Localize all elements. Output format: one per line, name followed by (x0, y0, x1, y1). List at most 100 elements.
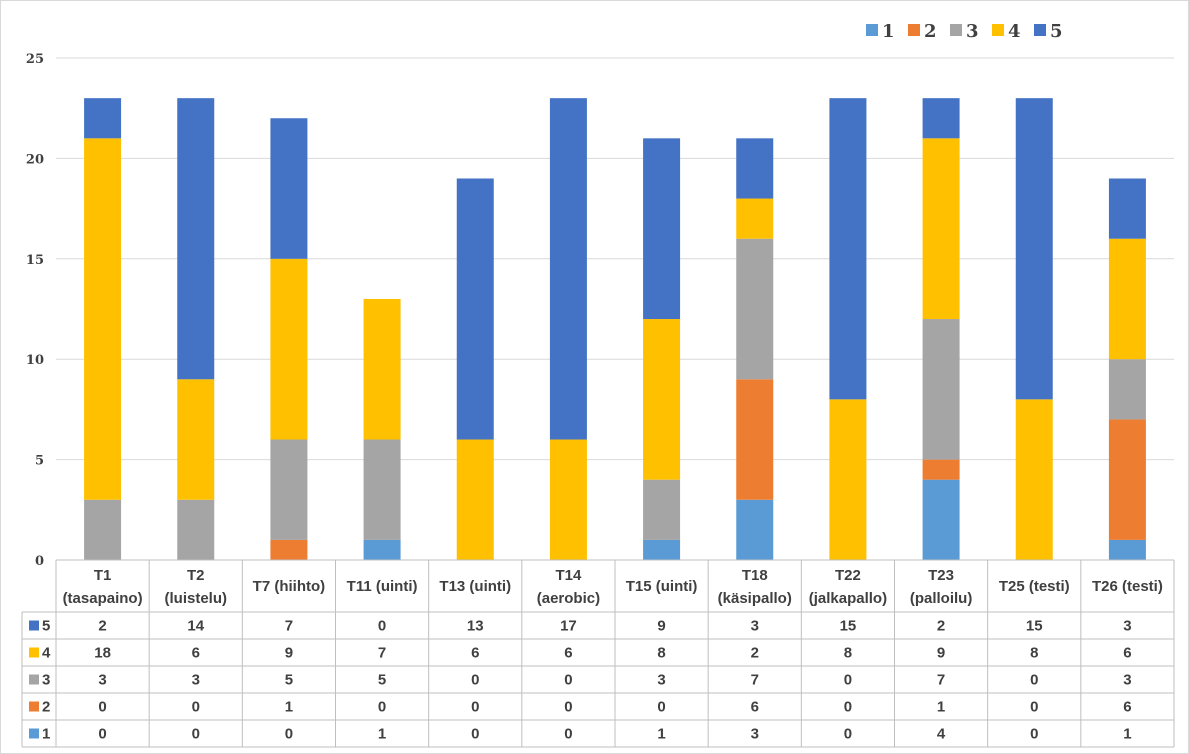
table-cell: 0 (657, 699, 665, 716)
y-tick-label: 15 (26, 253, 44, 268)
table-cell: 6 (564, 645, 572, 662)
category-label: T1 (tasapaino) (63, 567, 143, 607)
row-swatch (29, 674, 39, 685)
bar-segment (736, 379, 774, 500)
row-label: 1 (42, 726, 50, 743)
table-cell: 6 (471, 645, 479, 662)
bar-segment (736, 499, 774, 560)
bar-segment (84, 138, 122, 500)
table-cell: 0 (192, 726, 200, 743)
row-label: 3 (42, 672, 50, 689)
legend-label: 3 (966, 21, 979, 42)
bar-segment (643, 138, 681, 320)
table-cell: 6 (192, 645, 200, 662)
bar-segment (736, 238, 774, 380)
table-cell: 8 (1030, 645, 1038, 662)
row-label: 4 (42, 645, 51, 662)
bar-segment (84, 499, 122, 560)
legend-label: 5 (1050, 21, 1063, 42)
table-cell: 7 (937, 672, 945, 689)
table-cell: 3 (751, 618, 759, 635)
bar-segment (922, 138, 960, 320)
table-cell: 0 (471, 699, 479, 716)
bar-segment (363, 539, 401, 560)
category-label: T15 (uinti) (626, 578, 698, 595)
table-cell: 0 (192, 699, 200, 716)
bar-segment (1108, 359, 1146, 420)
legend-swatch (992, 24, 1004, 36)
table-cell: 15 (840, 618, 857, 635)
table-cell: 14 (187, 618, 204, 635)
table-cell: 2 (98, 618, 106, 635)
row-swatch (29, 701, 39, 712)
category-label: T25 (testi) (999, 578, 1070, 595)
bar-segment (270, 258, 308, 440)
table-cell: 17 (560, 618, 577, 635)
category-label: T18 (käsipallo) (718, 567, 792, 607)
bar-segment (1108, 419, 1146, 540)
table-cell: 9 (657, 618, 665, 635)
bar-segment (549, 439, 587, 560)
table-cell: 1 (1123, 726, 1131, 743)
y-tick-label: 0 (35, 554, 44, 569)
bar-segment (270, 118, 308, 259)
table-cell: 6 (1123, 699, 1131, 716)
bar-segment (736, 138, 774, 199)
table-cell: 3 (751, 726, 759, 743)
bar-segment (922, 459, 960, 480)
table-cell: 3 (657, 672, 665, 689)
table-cell: 5 (285, 672, 293, 689)
legend-swatch (1034, 24, 1046, 36)
bar-segment (363, 439, 401, 540)
legend-swatch (908, 24, 920, 36)
category-label: T22 (jalkapallo) (809, 567, 887, 607)
table-cell: 0 (1030, 672, 1038, 689)
table-cell: 0 (564, 726, 572, 743)
table-cell: 9 (285, 645, 293, 662)
y-tick-label: 5 (35, 454, 44, 469)
category-label: T11 (uinti) (347, 578, 418, 595)
legend: 1 2 3 4 5 (866, 21, 1063, 42)
legend-label: 1 (882, 21, 895, 42)
table-cell: 5 (378, 672, 386, 689)
bar-segment (829, 399, 867, 560)
table-cell: 0 (564, 672, 572, 689)
bar-segment (922, 319, 960, 460)
y-tick-label: 10 (26, 353, 44, 368)
table-cell: 0 (98, 699, 106, 716)
bar-segment (84, 98, 122, 139)
y-tick-label: 25 (26, 52, 44, 67)
category-label: T13 (uinti) (439, 578, 511, 595)
bar-segment (363, 298, 401, 440)
table-cell: 0 (844, 726, 852, 743)
table-cell: 0 (285, 726, 293, 743)
bar-segment (177, 379, 215, 500)
table-cell: 0 (98, 726, 106, 743)
category-label: T26 (testi) (1092, 578, 1163, 595)
table-cell: 8 (844, 645, 852, 662)
bar-segment (643, 319, 681, 480)
bar-segment (643, 539, 681, 560)
table-cell: 18 (94, 645, 111, 662)
table-cell: 4 (937, 726, 946, 743)
y-tick-label: 20 (26, 152, 44, 167)
bar-segment (456, 178, 494, 440)
row-swatch (29, 728, 39, 739)
table-cell: 1 (657, 726, 665, 743)
table-cell: 3 (1123, 618, 1131, 635)
bar-segment (177, 499, 215, 560)
table-cell: 0 (1030, 726, 1038, 743)
table-cell: 6 (751, 699, 759, 716)
category-label: T7 (hiihto) (253, 578, 325, 595)
y-axis-ticks: 0 5 10 15 20 25 (26, 52, 44, 569)
table-cell: 2 (751, 645, 759, 662)
table-cell: 9 (937, 645, 945, 662)
legend-swatch (950, 24, 962, 36)
data-table: T1 (tasapaino) T2 (luistelu) T7 (hiihto) T11 … (21, 559, 1175, 748)
bar-segment (549, 98, 587, 440)
table-cell: 0 (1030, 699, 1038, 716)
bar-segment (456, 439, 494, 560)
table-cell: 13 (467, 618, 484, 635)
bar-segment (270, 539, 308, 560)
